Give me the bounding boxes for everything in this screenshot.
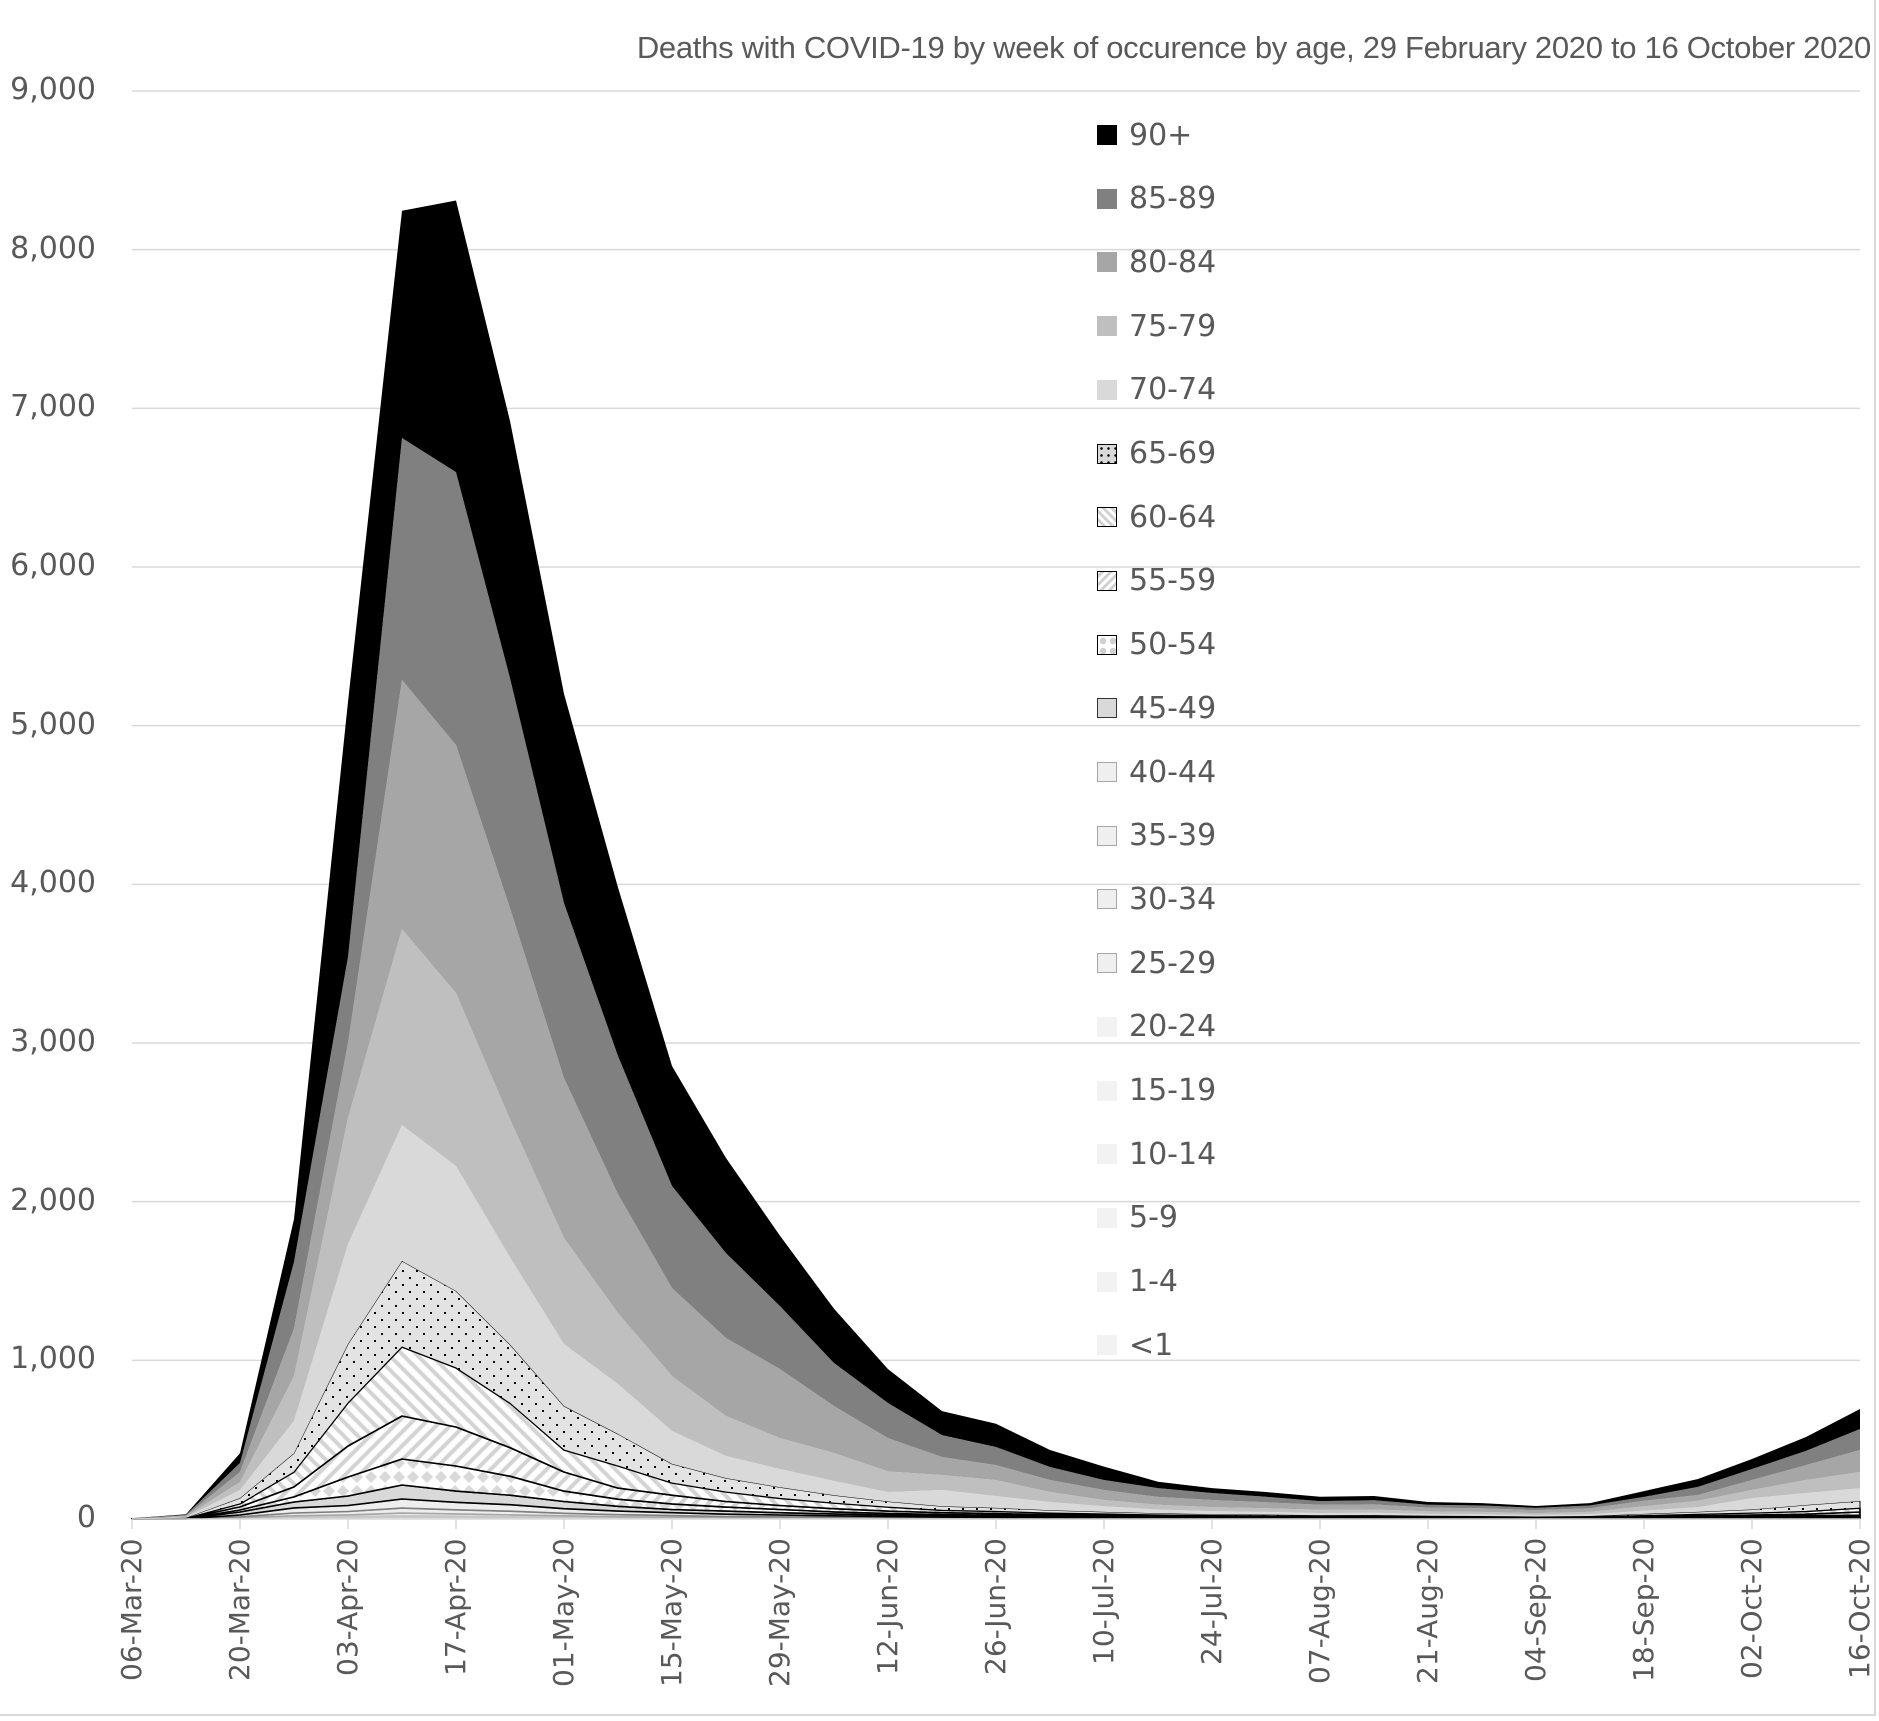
legend-swatch-icon — [1097, 825, 1117, 846]
x-tick-label: 26-Jun-20 — [979, 1538, 1012, 1675]
x-tick-label: 21-Aug-20 — [1411, 1538, 1444, 1684]
x-tick-label: 02-Oct-20 — [1735, 1538, 1768, 1679]
legend-label: 35-39 — [1129, 818, 1217, 854]
x-tick-label: 16-Oct-20 — [1843, 1538, 1876, 1679]
legend-swatch-icon — [1097, 953, 1117, 974]
legend-swatch-icon — [1097, 1144, 1117, 1165]
legend-item: 55-59 — [1097, 561, 1216, 601]
legend-label: 70-74 — [1129, 372, 1217, 408]
x-tick-label: 24-Jul-20 — [1195, 1538, 1228, 1665]
chart-title: Deaths with COVID-19 by week of occurenc… — [636, 30, 1871, 65]
legend-label: 40-44 — [1129, 754, 1217, 790]
legend-label: 50-54 — [1129, 627, 1217, 663]
x-tick-label: 18-Sep-20 — [1627, 1538, 1660, 1683]
legend-swatch-icon — [1097, 889, 1117, 910]
x-tick-label: 03-Apr-20 — [331, 1538, 364, 1676]
legend-item: 65-69 — [1097, 434, 1216, 474]
legend-item: <1 — [1097, 1325, 1173, 1365]
legend-item: 30-34 — [1097, 879, 1216, 919]
legend-label: 5-9 — [1129, 1200, 1178, 1236]
x-tick-label: 15-May-20 — [655, 1538, 688, 1687]
legend-label: 80-84 — [1129, 244, 1217, 280]
area-series — [131, 200, 1861, 1520]
legend-item: 90+ — [1097, 115, 1192, 155]
legend-swatch-icon — [1097, 570, 1117, 591]
legend-item: 80-84 — [1097, 242, 1216, 282]
legend-item: 15-19 — [1097, 1071, 1216, 1111]
legend-item: 60-64 — [1097, 497, 1216, 537]
x-tick-label: 12-Jun-20 — [871, 1538, 904, 1675]
legend-item: 1-4 — [1097, 1262, 1178, 1302]
legend-swatch-icon — [1097, 443, 1117, 464]
legend-item: 5-9 — [1097, 1198, 1178, 1238]
legend-item: 25-29 — [1097, 943, 1216, 983]
legend-item: 50-54 — [1097, 625, 1216, 665]
legend-item: 75-79 — [1097, 306, 1216, 346]
legend-swatch-icon — [1097, 698, 1117, 719]
x-tick-label: 04-Sep-20 — [1519, 1538, 1552, 1683]
legend-swatch-icon — [1097, 1080, 1117, 1101]
x-axis — [131, 1518, 1861, 1529]
y-tick-label: 7,000 — [10, 389, 96, 425]
y-tick-label: 6,000 — [10, 548, 96, 583]
legend-swatch-icon — [1097, 507, 1117, 528]
legend-label: 65-69 — [1129, 436, 1217, 471]
y-tick-label: 8,000 — [10, 230, 96, 266]
y-tick-label: 0 — [76, 1500, 96, 1535]
legend-label: 30-34 — [1129, 881, 1217, 917]
legend-item: 45-49 — [1097, 688, 1216, 728]
legend-label: 75-79 — [1129, 308, 1217, 344]
legend-swatch-icon — [1097, 762, 1117, 782]
legend-item: 35-39 — [1097, 816, 1216, 856]
legend-label: 55-59 — [1129, 563, 1217, 599]
x-tick-label: 10-Jul-20 — [1087, 1538, 1120, 1665]
legend-swatch-icon — [1097, 188, 1117, 209]
legend-label: 25-29 — [1129, 945, 1217, 981]
legend-label: 60-64 — [1129, 499, 1217, 535]
legend-swatch-icon — [1097, 252, 1117, 273]
legend-item: 20-24 — [1097, 1007, 1216, 1047]
x-tick-label: 20-Mar-20 — [223, 1538, 256, 1681]
x-tick-label: 01-May-20 — [547, 1538, 580, 1687]
x-tick-label: 07-Aug-20 — [1303, 1538, 1336, 1684]
y-tick-label: 5,000 — [10, 706, 96, 742]
y-tick-label: 1,000 — [10, 1341, 96, 1377]
legend-item: 70-74 — [1097, 370, 1216, 410]
legend-swatch-icon — [1097, 316, 1117, 337]
legend-label: 10-14 — [1129, 1136, 1217, 1172]
y-tick-label: 2,000 — [10, 1182, 96, 1218]
legend-item: 40-44 — [1097, 752, 1216, 792]
y-tick-label: 9,000 — [10, 72, 96, 107]
legend-label: 85-89 — [1129, 181, 1217, 217]
legend-item: 85-89 — [1097, 179, 1216, 219]
legend-label: 15-19 — [1129, 1073, 1217, 1108]
legend-swatch-icon — [1097, 1016, 1117, 1037]
legend-swatch-icon — [1097, 1335, 1117, 1356]
legend-label: 90+ — [1129, 117, 1193, 153]
legend-swatch-icon — [1097, 1207, 1117, 1228]
legend-label: 20-24 — [1129, 1009, 1217, 1045]
legend-swatch-icon — [1097, 125, 1117, 145]
legend-swatch-icon — [1097, 379, 1117, 400]
legend-item: 10-14 — [1097, 1134, 1216, 1174]
legend-label: 45-49 — [1129, 690, 1217, 726]
y-tick-label: 4,000 — [10, 865, 96, 901]
x-tick-label: 06-Mar-20 — [115, 1538, 148, 1681]
legend-label: <1 — [1129, 1327, 1174, 1363]
x-tick-label: 17-Apr-20 — [439, 1538, 472, 1676]
x-tick-label: 29-May-20 — [763, 1538, 796, 1687]
legend-label: 1-4 — [1129, 1264, 1178, 1300]
legend-swatch-icon — [1097, 1271, 1117, 1292]
y-tick-label: 3,000 — [10, 1024, 96, 1059]
legend-swatch-icon — [1097, 634, 1117, 655]
